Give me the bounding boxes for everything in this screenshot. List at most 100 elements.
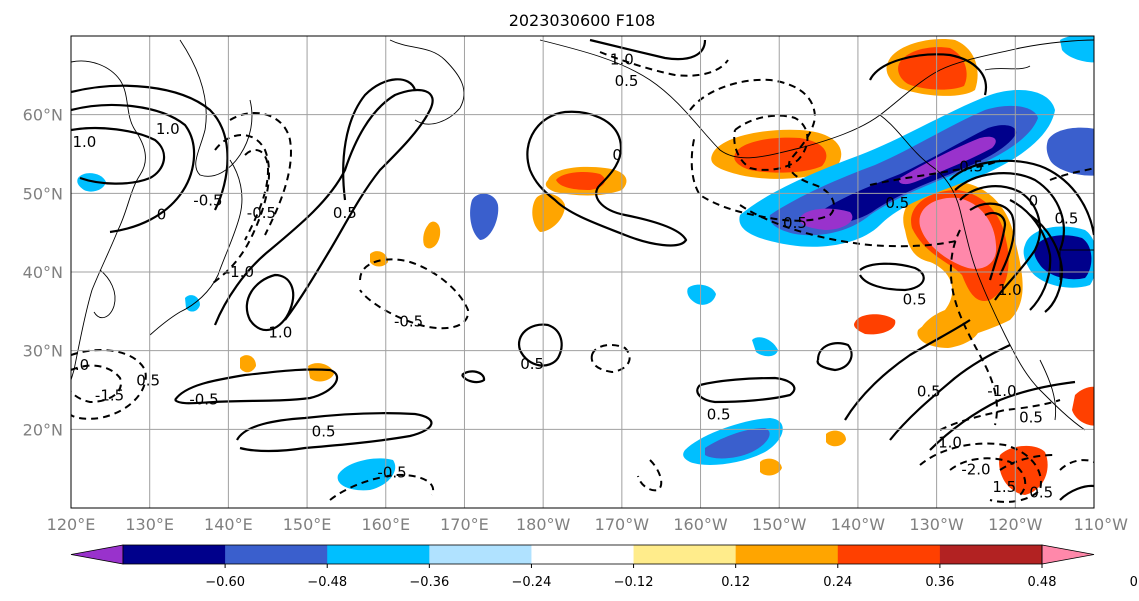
shade-positive-midpacific-2 <box>556 172 605 190</box>
contour-label-text: 0 <box>157 206 167 224</box>
coastlines <box>71 39 1094 431</box>
contour-label: 1.0 <box>65 356 89 374</box>
colorbar-segment <box>327 545 430 564</box>
contour-label-text: 0.5 <box>917 383 941 401</box>
lon-label: 170°E <box>440 515 489 534</box>
contour-label-text: -0.5 <box>193 191 222 209</box>
contour-label: 0.5 <box>1019 409 1043 427</box>
shade-positive-small-6 <box>308 363 334 382</box>
contour-label: 1.5 <box>992 478 1016 496</box>
contour-label-text: 0.5 <box>333 204 357 222</box>
lon-label: 150°E <box>283 515 332 534</box>
contour-label: 0.5 <box>312 423 336 441</box>
contour-labels: 1.0 1.0 0 -0.5 -1.0 -0.5 0.5 1.0 1.0 -1.5 0.5 -0.5 -… <box>65 51 1079 502</box>
contour-label: 0.5 <box>333 204 357 222</box>
contour-label: 0.5 <box>1055 210 1079 228</box>
shade-positive-alaska-2 <box>734 137 827 173</box>
map-frame <box>70 35 1095 509</box>
colorbar-tick-label: −0.36 <box>409 575 449 590</box>
contour-label-text: 1.0 <box>610 51 634 69</box>
gridlines <box>71 36 1094 508</box>
contour-label: 1.0 <box>268 324 292 342</box>
contour-label: -0.5 <box>394 313 423 331</box>
contour-label-text: 1.0 <box>998 281 1022 299</box>
colorbar-tick-label: −0.24 <box>512 575 552 590</box>
contour-label: 0.5 <box>1029 483 1053 501</box>
colorbar-segment <box>633 545 737 564</box>
contour-label: 1.0 <box>72 133 96 151</box>
lon-label: 130°E <box>125 515 174 534</box>
colorbar-segment <box>531 545 635 564</box>
contour-label: -1.0 <box>987 382 1016 400</box>
contours <box>71 38 1094 503</box>
colorbar-tick-label: −0.48 <box>307 575 347 590</box>
contour-label-text: 0 <box>1029 192 1039 210</box>
lon-label: 130°W <box>909 515 964 534</box>
contour-label: 0.5 <box>520 355 544 373</box>
contour-label: 0 <box>157 206 167 224</box>
colorbar-segment <box>429 545 532 564</box>
contour-label-text: -1.5 <box>95 387 124 405</box>
colorbar-tick-label: 0.48 <box>1028 575 1057 590</box>
lat-label: 20°N <box>23 420 63 439</box>
contour-label: 0.5 <box>885 194 909 212</box>
contour-label-text: 0.5 <box>783 214 807 232</box>
lon-label: 160°E <box>361 515 410 534</box>
colorbar-segment <box>225 545 328 564</box>
contour-label: 0.5 <box>136 372 160 390</box>
latitude-labels: 60°N 50°N 40°N 30°N 20°N <box>23 106 63 440</box>
lon-label: 120°E <box>47 515 96 534</box>
colorbar-segment <box>735 545 839 564</box>
map-content: 1.0 1.0 0 -0.5 -1.0 -0.5 0.5 1.0 1.0 -1.5 0.5 -0.5 -… <box>65 36 1094 508</box>
contour-label: -1.0 <box>225 263 254 281</box>
contour-label-text: -0.5 <box>394 313 423 331</box>
contour-label-text: 1.0 <box>268 324 292 342</box>
shade-positive-patch-b <box>423 221 441 249</box>
colorbar-segment <box>837 545 941 564</box>
colorbar: −0.60 −0.48 −0.36 −0.24 −0.12 0.12 0.24 0.36 0.4… <box>70 544 1139 590</box>
contour-label: -1.5 <box>95 387 124 405</box>
colorbar-segment <box>123 545 226 564</box>
contour-label-text: -1.0 <box>225 263 254 281</box>
contour-label: -0.5 <box>193 191 222 209</box>
lon-label: 150°W <box>752 515 807 534</box>
lon-label: 160°W <box>673 515 728 534</box>
shade-positive-northeast-2 <box>898 47 967 90</box>
contour-label: 0.5 <box>615 72 639 90</box>
contour-label: -0.5 <box>377 464 406 482</box>
contour-label-text: -2.0 <box>961 460 990 478</box>
longitude-labels: 120°E 130°E 140°E 150°E 160°E 170°E 180°W 170°W… <box>47 515 1129 534</box>
lat-label: 60°N <box>23 106 63 125</box>
shade-negative-south-a2 <box>705 428 770 459</box>
contour-label-text: 1.0 <box>65 356 89 374</box>
shade-positive-patch-e <box>854 314 896 335</box>
lon-label: 140°W <box>831 515 886 534</box>
contour-label-text: 1.0 <box>938 434 962 452</box>
colorbar-tick-label: −0.60 <box>205 575 245 590</box>
lat-label: 30°N <box>23 342 63 361</box>
contour-label: -0.5 <box>189 390 218 408</box>
shade-positive-far-east <box>1072 386 1094 426</box>
contour-label-text: 0.5 <box>136 372 160 390</box>
lon-label: 140°E <box>204 515 253 534</box>
contour-label: 0 <box>612 146 622 164</box>
contour-label-text: -0.5 <box>377 464 406 482</box>
contour-label-text: 0.5 <box>903 291 927 309</box>
shade-negative-gulf-alaska-5 <box>899 136 996 185</box>
shade-negative-gulf-alaska-4 <box>799 208 853 230</box>
shade-negative-small-2 <box>752 337 778 357</box>
contour-label-text: 0.5 <box>959 158 983 176</box>
chart-title: 2023030600 F108 <box>509 11 656 30</box>
contour-label-text: -1.0 <box>987 382 1016 400</box>
contour-label: 0.5 <box>959 158 983 176</box>
contour-label: 0.5 <box>707 405 731 423</box>
shade-negative-patch-c <box>470 193 499 240</box>
contour-label-text: 0.5 <box>1029 483 1053 501</box>
contour-label-text: 0.5 <box>1019 409 1043 427</box>
contour-label: 0.5 <box>783 214 807 232</box>
contour-label-text: 0.5 <box>520 355 544 373</box>
contour-label-text: 0.5 <box>885 194 909 212</box>
lon-label: 180°W <box>516 515 571 534</box>
colorbar-segment <box>939 545 1043 564</box>
